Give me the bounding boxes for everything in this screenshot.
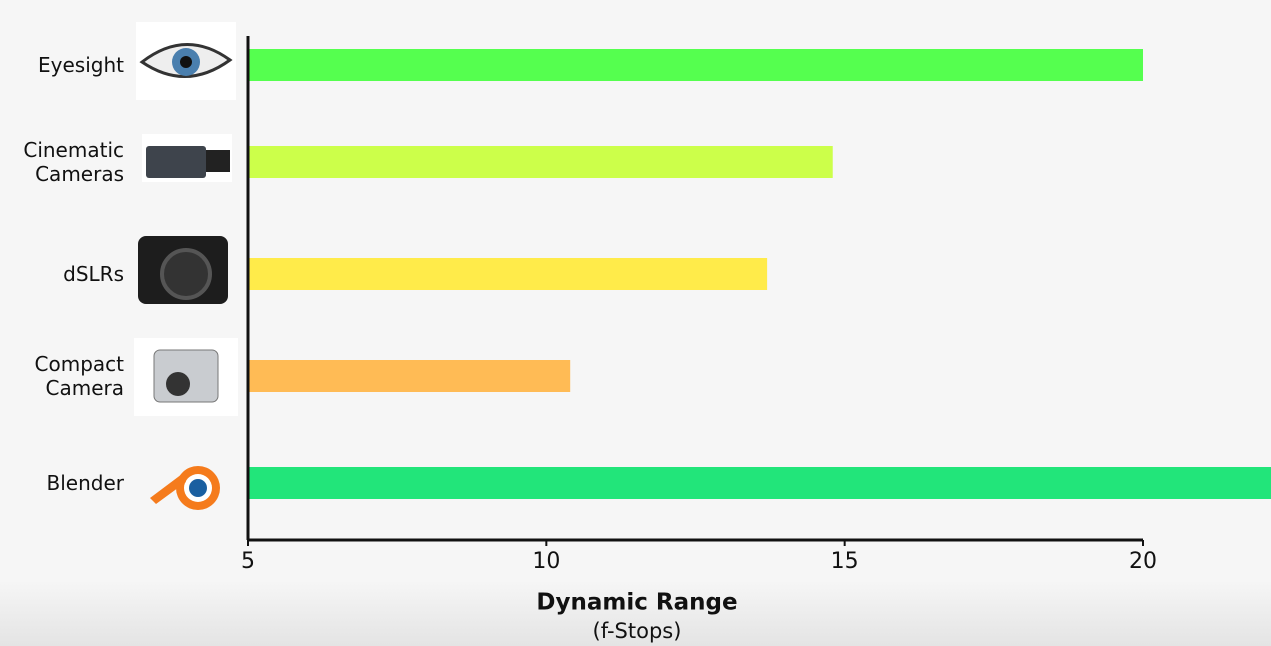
- category-label: Blender: [46, 471, 124, 495]
- category-label: Cinematic Cameras: [23, 138, 124, 186]
- eye-pupil: [180, 56, 192, 68]
- x-axis-subtitle: (f-Stops): [593, 619, 682, 643]
- x-axis-title: Dynamic Range: [536, 590, 737, 616]
- bar: [248, 49, 1143, 81]
- bar: [248, 146, 833, 178]
- icons: [134, 22, 238, 510]
- blender-eye: [189, 479, 207, 497]
- blender-arm: [150, 474, 186, 504]
- dslr-lens: [160, 248, 212, 300]
- x-tick-label: 20: [1129, 549, 1157, 574]
- bar: [248, 258, 768, 290]
- cine-icon: [146, 146, 206, 178]
- x-tick-label: 15: [831, 549, 859, 574]
- x-tick-label: 5: [241, 549, 255, 574]
- category-label: Compact Camera: [34, 352, 124, 400]
- cine-lens: [206, 150, 230, 172]
- x-tick-label: 10: [532, 549, 560, 574]
- bar: [248, 360, 571, 392]
- bar: [248, 467, 1271, 499]
- compact-lens: [166, 372, 190, 396]
- category-label: dSLRs: [63, 262, 124, 286]
- plot: [248, 49, 1271, 499]
- category-label: Eyesight: [38, 53, 124, 77]
